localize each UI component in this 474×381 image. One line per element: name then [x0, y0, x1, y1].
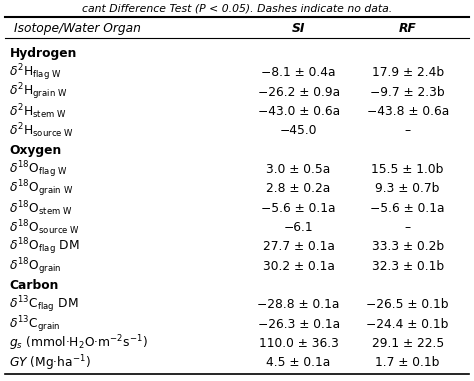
Text: 9.3 ± 0.7b: 9.3 ± 0.7b: [375, 182, 440, 195]
Text: −43.8 ± 0.6a: −43.8 ± 0.6a: [366, 105, 449, 118]
Text: −43.0 ± 0.6a: −43.0 ± 0.6a: [257, 105, 340, 118]
Text: Hydrogen: Hydrogen: [9, 47, 77, 60]
Text: 3.0 ± 0.5a: 3.0 ± 0.5a: [266, 163, 331, 176]
Text: $\delta^{18}$O$_{\mathrm{flag\ W}}$: $\delta^{18}$O$_{\mathrm{flag\ W}}$: [9, 159, 68, 180]
Text: $\delta^2$H$_{\mathrm{stem\ W}}$: $\delta^2$H$_{\mathrm{stem\ W}}$: [9, 102, 67, 121]
Text: 4.5 ± 0.1a: 4.5 ± 0.1a: [266, 357, 331, 370]
Text: −9.7 ± 2.3b: −9.7 ± 2.3b: [370, 86, 445, 99]
Text: −24.4 ± 0.1b: −24.4 ± 0.1b: [366, 318, 449, 331]
Text: $\delta^2$H$_{\mathrm{grain\ W}}$: $\delta^2$H$_{\mathrm{grain\ W}}$: [9, 82, 68, 102]
Text: Isotope/Water Organ: Isotope/Water Organ: [14, 22, 141, 35]
Text: $\delta^2$H$_{\mathrm{flag\ W}}$: $\delta^2$H$_{\mathrm{flag\ W}}$: [9, 62, 62, 83]
Text: 33.3 ± 0.2b: 33.3 ± 0.2b: [372, 240, 444, 253]
Text: −45.0: −45.0: [280, 124, 318, 138]
Text: $\delta^{18}$O$_{\mathrm{source\ W}}$: $\delta^{18}$O$_{\mathrm{source\ W}}$: [9, 218, 81, 237]
Text: $\delta^{18}$O$_{\mathrm{stem\ W}}$: $\delta^{18}$O$_{\mathrm{stem\ W}}$: [9, 199, 73, 218]
Text: −5.6 ± 0.1a: −5.6 ± 0.1a: [370, 202, 445, 215]
Text: 30.2 ± 0.1a: 30.2 ± 0.1a: [263, 260, 335, 273]
Text: 29.1 ± 22.5: 29.1 ± 22.5: [372, 337, 444, 350]
Text: $\delta^{18}$O$_{\mathrm{flag}}$ DM: $\delta^{18}$O$_{\mathrm{flag}}$ DM: [9, 237, 80, 257]
Text: $\delta^2$H$_{\mathrm{source\ W}}$: $\delta^2$H$_{\mathrm{source\ W}}$: [9, 122, 74, 140]
Text: 110.0 ± 36.3: 110.0 ± 36.3: [259, 337, 338, 350]
Text: $GY$ (Mg·ha$^{-1}$): $GY$ (Mg·ha$^{-1}$): [9, 353, 91, 373]
Text: 17.9 ± 2.4b: 17.9 ± 2.4b: [372, 66, 444, 79]
Text: 2.8 ± 0.2a: 2.8 ± 0.2a: [266, 182, 331, 195]
Text: −26.3 ± 0.1a: −26.3 ± 0.1a: [257, 318, 340, 331]
Text: −28.8 ± 0.1a: −28.8 ± 0.1a: [257, 298, 340, 311]
Text: –: –: [405, 124, 410, 138]
Text: Oxygen: Oxygen: [9, 144, 62, 157]
Text: −6.1: −6.1: [284, 221, 313, 234]
Text: −5.6 ± 0.1a: −5.6 ± 0.1a: [261, 202, 336, 215]
Text: 15.5 ± 1.0b: 15.5 ± 1.0b: [372, 163, 444, 176]
Text: −26.5 ± 0.1b: −26.5 ± 0.1b: [366, 298, 449, 311]
Text: 32.3 ± 0.1b: 32.3 ± 0.1b: [372, 260, 444, 273]
Text: $\delta^{18}$O$_{\mathrm{grain}}$: $\delta^{18}$O$_{\mathrm{grain}}$: [9, 256, 62, 277]
Text: −26.2 ± 0.9a: −26.2 ± 0.9a: [257, 86, 340, 99]
Text: 27.7 ± 0.1a: 27.7 ± 0.1a: [263, 240, 335, 253]
Text: SI: SI: [292, 22, 305, 35]
Text: $\delta^{13}$C$_{\mathrm{grain}}$: $\delta^{13}$C$_{\mathrm{grain}}$: [9, 314, 61, 335]
Text: $g_s$ (mmol·H$_2$O·m$^{-2}$s$^{-1}$): $g_s$ (mmol·H$_2$O·m$^{-2}$s$^{-1}$): [9, 334, 148, 354]
Text: cant Difference Test (P < 0.05). Dashes indicate no data.: cant Difference Test (P < 0.05). Dashes …: [82, 4, 392, 14]
Text: 1.7 ± 0.1b: 1.7 ± 0.1b: [375, 357, 440, 370]
Text: –: –: [405, 221, 410, 234]
Text: $\delta^{13}$C$_{\mathrm{flag}}$ DM: $\delta^{13}$C$_{\mathrm{flag}}$ DM: [9, 295, 79, 315]
Text: Carbon: Carbon: [9, 279, 59, 292]
Text: $\delta^{18}$O$_{\mathrm{grain\ W}}$: $\delta^{18}$O$_{\mathrm{grain\ W}}$: [9, 179, 74, 199]
Text: −8.1 ± 0.4a: −8.1 ± 0.4a: [261, 66, 336, 79]
Text: RF: RF: [399, 22, 417, 35]
